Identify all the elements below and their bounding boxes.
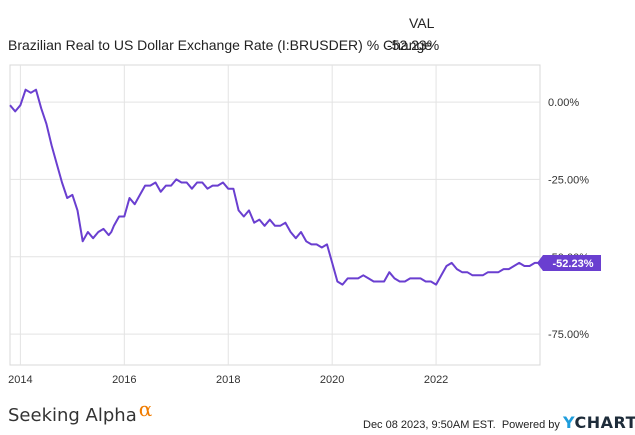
series-line [9, 88, 540, 286]
legend-series-label: Brazilian Real to US Dollar Exchange Rat… [8, 37, 433, 53]
legend-header: VAL [409, 15, 435, 31]
x-tick-label: 2020 [320, 374, 344, 386]
y-tick-label: -75.00% [548, 329, 589, 341]
seeking-alpha-logo: Seeking Alpha α [8, 397, 152, 426]
plot-border [9, 64, 541, 366]
x-tick-label: 2022 [424, 374, 448, 386]
x-tick-label: 2016 [112, 374, 136, 386]
brand-name: Seeking Alpha [8, 405, 137, 426]
series-group [9, 88, 540, 286]
powered-by-label: Powered by [501, 419, 560, 431]
x-tick-label: 2018 [216, 374, 240, 386]
chart-grid [10, 65, 540, 365]
y-tick-label: -25.00% [548, 174, 589, 186]
y-tick-label: 0.00% [548, 97, 579, 109]
y-axis: 0.00%-25.00%-50.00%-75.00% [548, 97, 589, 341]
legend-series-value: -52.23% [387, 37, 440, 53]
footer-attribution: Dec 08 2023, 9:50AM EST. Powered by YCHA… [363, 413, 635, 432]
end-label-background [537, 254, 601, 271]
plot-frame [9, 64, 541, 366]
end-label-badge: -52.23% [537, 254, 601, 271]
ycharts-wordmark: CHARTS [574, 413, 635, 432]
x-axis: 2014 2016 2018 2020 2022 [8, 374, 448, 386]
ycharts-logo: YCHARTS [563, 413, 635, 432]
x-tick-label: 2014 [8, 374, 32, 386]
alpha-icon: α [138, 397, 153, 421]
end-label-text: -52.23% [553, 258, 594, 270]
ycharts-y-icon: Y [562, 413, 575, 432]
timestamp: Dec 08 2023, 9:50AM EST. [363, 419, 496, 431]
